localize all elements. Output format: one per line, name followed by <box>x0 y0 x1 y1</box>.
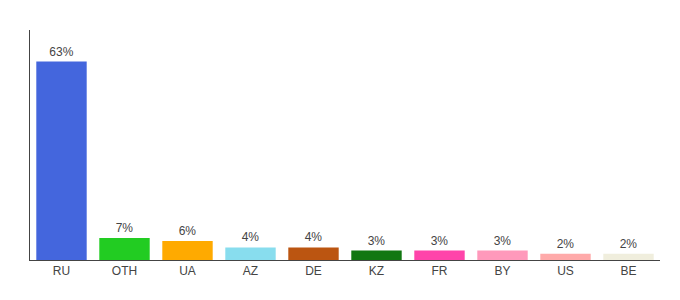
svg-text:2%: 2% <box>557 237 575 251</box>
svg-text:4%: 4% <box>242 230 260 244</box>
svg-text:2%: 2% <box>620 237 638 251</box>
svg-text:BY: BY <box>494 264 510 278</box>
svg-text:UA: UA <box>179 264 196 278</box>
svg-text:3%: 3% <box>368 234 386 248</box>
svg-text:FR: FR <box>432 264 448 278</box>
svg-text:4%: 4% <box>305 230 323 244</box>
svg-text:BE: BE <box>620 264 636 278</box>
svg-text:OTH: OTH <box>112 264 137 278</box>
svg-text:3%: 3% <box>431 234 449 248</box>
svg-text:7%: 7% <box>116 221 134 235</box>
svg-text:6%: 6% <box>179 224 197 238</box>
svg-text:US: US <box>557 264 574 278</box>
svg-text:AZ: AZ <box>243 264 258 278</box>
svg-text:RU: RU <box>53 264 70 278</box>
svg-text:63%: 63% <box>49 45 73 59</box>
svg-text:3%: 3% <box>494 234 512 248</box>
svg-text:KZ: KZ <box>369 264 384 278</box>
svg-text:DE: DE <box>305 264 322 278</box>
